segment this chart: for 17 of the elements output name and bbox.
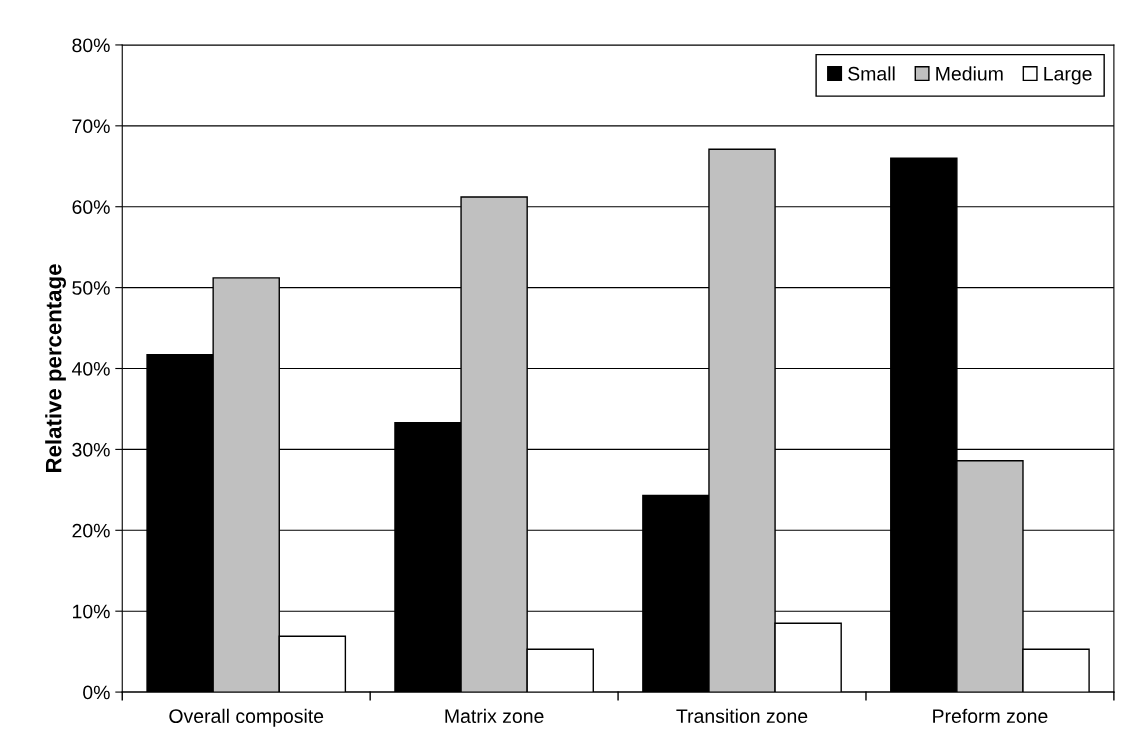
legend-label: Medium [936,66,1003,81]
y-tick-label: 0% [83,685,110,700]
y-tick-label: 20% [72,523,110,538]
y-tick-label: 80% [72,38,110,53]
y-tick-label: 10% [73,604,110,619]
y-tick-label: 50% [72,281,110,295]
x-tick-label: Transition zone [676,708,808,724]
x-tick-label: Matrix zone [445,708,544,724]
legend-label: Large [1044,67,1092,85]
x-tick-label: Overall composite [169,708,324,727]
y-tick-label: 40% [71,361,110,376]
y-tick-label: 70% [72,119,110,134]
x-tick-label: Preform zone [933,708,1048,724]
legend-label: Small [848,66,895,81]
y-tick-label: 30% [72,442,110,457]
y-tick-label: 60% [72,200,110,214]
y-axis-title: Relative percentage [45,264,66,472]
